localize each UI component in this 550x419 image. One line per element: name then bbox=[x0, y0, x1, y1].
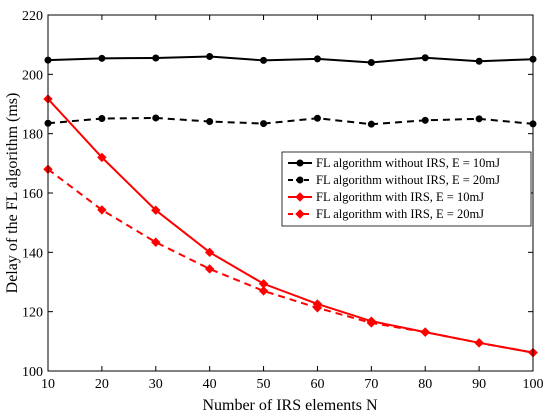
legend-label-2: FL algorithm without IRS, E = 20mJ bbox=[316, 173, 500, 187]
legend-marker-1 bbox=[296, 159, 304, 167]
series-3-point bbox=[204, 247, 215, 258]
series-3-line bbox=[47, 98, 534, 354]
series-1-point bbox=[475, 57, 483, 65]
series-2-point bbox=[421, 116, 429, 124]
legend-box bbox=[281, 151, 532, 227]
y-tick-label: 180 bbox=[22, 128, 43, 143]
series-4-point bbox=[366, 318, 377, 328]
series-1-point bbox=[152, 54, 160, 62]
series-4-point bbox=[258, 286, 269, 296]
x-tick-label: 60 bbox=[310, 377, 324, 392]
series-2-point bbox=[313, 114, 321, 122]
x-tick-label: 80 bbox=[418, 377, 432, 392]
series-3-point bbox=[97, 152, 107, 163]
legend-label-1: FL algorithm without IRS, E = 10mJ bbox=[316, 156, 500, 170]
series-layer bbox=[43, 53, 538, 358]
series-1-point bbox=[367, 58, 375, 66]
y-tick-label: 140 bbox=[22, 246, 43, 261]
series-4-line bbox=[47, 168, 534, 354]
y-axis-label: Delay of the FL algorithm (ms) bbox=[4, 93, 21, 294]
legend-marker-3 bbox=[295, 192, 305, 202]
series-4-point bbox=[474, 338, 484, 348]
series-2-point bbox=[475, 115, 483, 123]
series-2 bbox=[44, 114, 537, 128]
series-2-point bbox=[98, 115, 106, 123]
legend: FL algorithm without IRS, E = 10mJ FL alg… bbox=[281, 151, 532, 227]
series-4-point bbox=[312, 303, 323, 313]
plot-frame bbox=[47, 14, 534, 372]
legend-label-3: FL algorithm with IRS, E = 10mJ bbox=[316, 190, 484, 204]
legend-label-4: FL algorithm with IRS, E = 20mJ bbox=[316, 207, 484, 221]
series-4-point bbox=[151, 237, 161, 247]
series-1 bbox=[44, 53, 537, 66]
series-4-point bbox=[204, 264, 215, 274]
series-2-line bbox=[47, 116, 534, 126]
x-tick-label: 20 bbox=[95, 377, 109, 392]
x-tick-label: 30 bbox=[149, 377, 163, 392]
series-1-point bbox=[98, 54, 106, 62]
legend-marker-4 bbox=[295, 209, 305, 219]
series-3-point bbox=[151, 205, 161, 215]
x-tick-label: 40 bbox=[203, 377, 217, 392]
y-tick-label: 200 bbox=[22, 68, 43, 83]
series-1-point bbox=[313, 55, 321, 63]
x-tick-label: 90 bbox=[472, 377, 486, 392]
series-4 bbox=[43, 164, 538, 358]
x-tick-label: 100 bbox=[523, 377, 544, 392]
x-axis-label: Number of IRS elements N bbox=[202, 397, 378, 414]
series-4-point bbox=[420, 327, 430, 337]
series-1-point bbox=[206, 53, 214, 61]
x-tick-label: 10 bbox=[41, 377, 55, 392]
series-2-point bbox=[206, 118, 214, 126]
y-tick-label: 100 bbox=[22, 365, 43, 380]
series-2-point bbox=[152, 114, 160, 122]
x-tick-label: 50 bbox=[257, 377, 271, 392]
series-2-point bbox=[367, 120, 375, 128]
y-tick-label: 120 bbox=[22, 306, 43, 321]
series-4-point bbox=[97, 205, 107, 215]
series-1-point bbox=[260, 56, 268, 64]
series-2-point bbox=[260, 120, 268, 128]
y-tick-label: 220 bbox=[22, 9, 43, 24]
y-tick-label: 160 bbox=[22, 187, 43, 202]
legend-marker-2 bbox=[296, 176, 304, 184]
x-tick-label: 70 bbox=[364, 377, 378, 392]
series-1-point bbox=[421, 54, 429, 62]
series-1-line bbox=[47, 55, 534, 64]
